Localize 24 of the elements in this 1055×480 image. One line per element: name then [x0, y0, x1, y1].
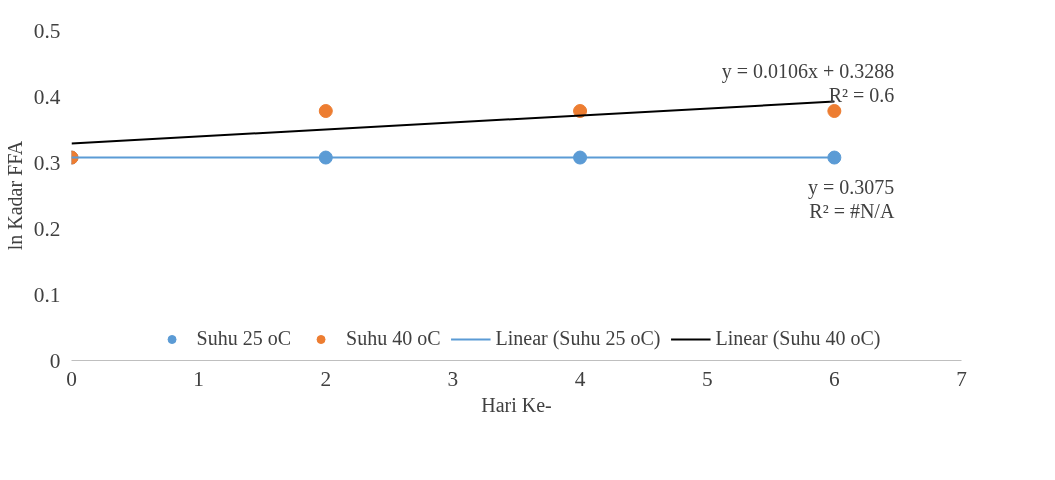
- x-tick-label: 6: [829, 366, 841, 391]
- legend-label: Linear (Suhu 25 oC): [495, 327, 661, 350]
- legend-label: Suhu 40 oC: [346, 327, 441, 350]
- y-tick-label: 0.3: [33, 150, 61, 175]
- y-tick-label: 0.2: [33, 216, 61, 241]
- legend-label: Linear (Suhu 40 oC): [715, 327, 881, 350]
- x-axis-title: Hari Ke-: [481, 393, 552, 416]
- annotation: y = 0.0106x + 0.3288: [721, 59, 895, 83]
- x-tick-label: 5: [701, 366, 713, 391]
- x-tick-label: 3: [447, 366, 459, 391]
- x-tick-label: 4: [574, 366, 586, 391]
- legend-label: Suhu 25 oC: [196, 327, 292, 350]
- y-tick-label: 0.4: [33, 84, 61, 109]
- x-tick-label: 2: [320, 366, 332, 391]
- x-tick-label: 7: [956, 366, 968, 391]
- annotation: R² = 0.6: [828, 83, 895, 106]
- y-tick-label: 0.1: [33, 282, 61, 307]
- annotation: R² = #N/A: [809, 199, 895, 222]
- y-axis-title: ln Kadar FFA: [3, 140, 26, 251]
- y-tick-label: 0.5: [33, 18, 61, 43]
- x-tick-label: 1: [193, 366, 204, 391]
- x-tick-label: 0: [66, 366, 77, 391]
- y-tick-label: 0: [49, 348, 61, 373]
- annotation: y = 0.3075: [808, 175, 895, 199]
